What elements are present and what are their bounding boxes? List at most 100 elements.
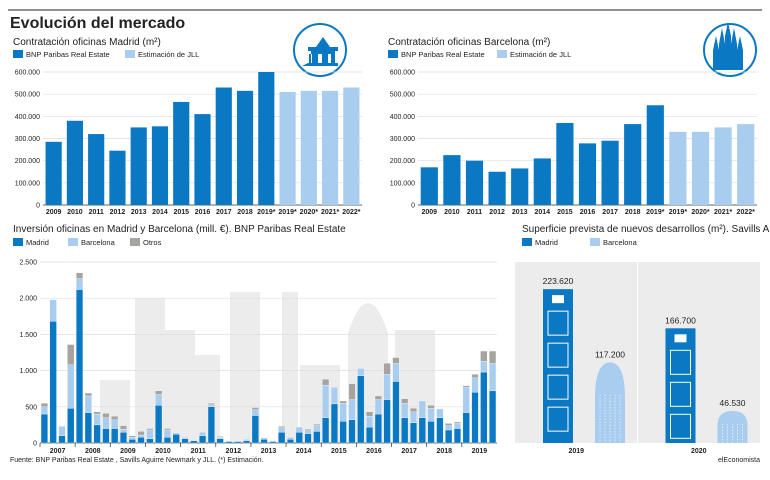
x-tick-label: 2017: [602, 209, 618, 216]
x-tick-label: 2013: [512, 209, 528, 216]
x-tick-label: 2022*: [737, 209, 756, 216]
bar-segment: [278, 431, 286, 444]
y-tick-label: 400.000: [15, 114, 40, 121]
bar-segment: [339, 403, 347, 422]
bar-segment: [181, 437, 189, 439]
bar-segment: [304, 430, 312, 434]
bar-segment: [120, 425, 127, 430]
bar-segment: [102, 413, 110, 418]
bar-segment: [76, 289, 84, 444]
bar-segment: [471, 392, 479, 444]
bar-segment: [401, 417, 409, 444]
bar-segment: [120, 431, 127, 444]
y-tick-label: 500.000: [390, 92, 415, 99]
bar-segment: [251, 407, 259, 410]
bar-segment: [146, 428, 154, 431]
bar-segment: [93, 424, 101, 444]
bar-segment: [102, 417, 110, 429]
bar-segment: [243, 439, 251, 441]
legend-label: Estimación de JLL: [138, 50, 199, 59]
x-group-label: 2007: [50, 448, 66, 455]
y-tick-label: 0: [411, 203, 415, 210]
legend-label: Barcelona: [603, 238, 638, 247]
legend-swatch: [13, 50, 23, 58]
bar-segment: [128, 437, 136, 440]
bar-segment: [137, 431, 145, 436]
bar-segment: [278, 426, 286, 428]
x-group-label: 2012: [226, 448, 242, 455]
bar-segment: [410, 422, 417, 444]
bar-segment: [84, 395, 92, 413]
x-group-label: 2010: [155, 448, 171, 455]
bar-segment: [146, 429, 154, 439]
bar-segment: [155, 405, 163, 444]
bar-segment: [67, 344, 75, 365]
bar-segment: [155, 390, 163, 395]
bar-segment: [339, 400, 347, 404]
chart-subtitle: Contratación oficinas Barcelona (m²): [388, 37, 550, 48]
bar-segment: [392, 381, 400, 444]
bar-segment: [295, 431, 303, 444]
bar-segment: [348, 399, 356, 420]
value-label: 46.530: [720, 398, 746, 408]
x-tick-label: 2019*: [257, 209, 276, 216]
bar: [714, 127, 732, 205]
legend-swatch: [125, 50, 135, 58]
bar: [322, 90, 339, 205]
x-tick-label: 2013: [131, 209, 147, 216]
bar-segment: [453, 423, 461, 429]
bar-segment: [111, 428, 119, 444]
bar: [109, 150, 126, 205]
bar-segment: [489, 350, 497, 364]
bar: [215, 87, 232, 205]
bar-segment: [322, 417, 330, 444]
bar-segment: [313, 424, 321, 426]
legend-label: Estimación de JLL: [510, 50, 571, 59]
bar-segment: [190, 440, 198, 444]
x-tick-label: 2014: [152, 209, 168, 216]
bar-segment: [120, 429, 127, 433]
x-tick-label: 2012: [110, 209, 126, 216]
bar-segment: [260, 439, 268, 444]
y-tick-label: 500: [25, 404, 37, 411]
bar: [601, 140, 619, 205]
window: [552, 295, 564, 304]
bar-segment: [462, 385, 470, 388]
bar-segment: [40, 406, 48, 415]
y-tick-label: 300.000: [15, 136, 40, 143]
x-tick-label: 2015: [173, 209, 189, 216]
bar-segment: [392, 363, 400, 382]
y-tick-label: 600.000: [15, 70, 40, 77]
bar-segment: [330, 387, 338, 405]
x-tick-label: 2020*: [691, 209, 710, 216]
x-group-label: 2011: [191, 448, 206, 455]
x-group-label: 2016: [366, 448, 382, 455]
window: [670, 381, 691, 407]
chart-subtitle: Superficie prevista de nuevos desarrollo…: [522, 224, 770, 235]
y-tick-label: 1.500: [19, 332, 37, 339]
bar-segment: [93, 413, 101, 426]
bar-segment: [480, 361, 488, 373]
legend-swatch: [130, 238, 140, 246]
bar-segment: [93, 411, 101, 415]
bar: [646, 105, 664, 205]
x-tick-label: 2018: [237, 209, 253, 216]
legend-label: Barcelona: [81, 238, 116, 247]
bar: [669, 131, 687, 205]
x-group-label: 2009: [120, 448, 136, 455]
legend-swatch: [497, 50, 507, 58]
y-tick-label: 300.000: [390, 136, 415, 143]
bar: [173, 101, 190, 205]
bar-segment: [172, 432, 180, 435]
bar-segment: [225, 441, 233, 444]
bar-segment: [445, 423, 453, 426]
bar-segment: [111, 419, 119, 429]
legend-label: Madrid: [535, 238, 558, 247]
bar-segment: [427, 405, 435, 409]
bar: [236, 90, 254, 205]
y-tick-label: 200.000: [15, 158, 40, 165]
bar-segment: [128, 435, 136, 438]
bar-segment: [199, 435, 207, 444]
bar-segment: [453, 428, 461, 444]
